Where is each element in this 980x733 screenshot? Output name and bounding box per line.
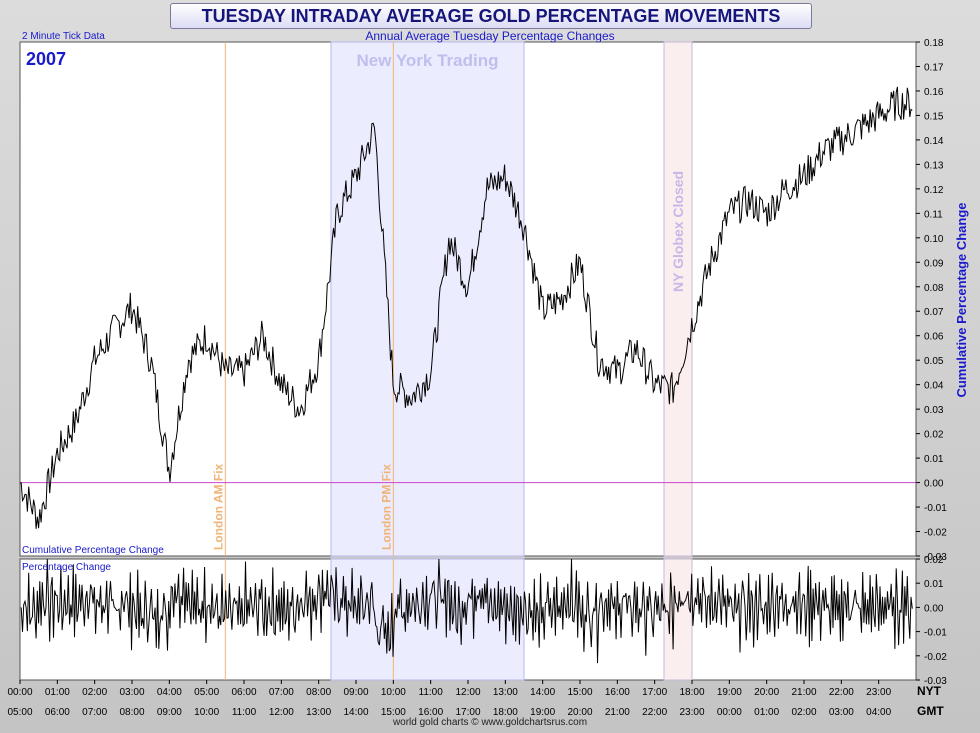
x-tick-label-nyt: 16:00 — [605, 687, 630, 698]
tick-note: 2 Minute Tick Data — [22, 31, 105, 42]
x-tick-label-gmt: 12:00 — [269, 707, 294, 718]
x-tick-label-nyt: 05:00 — [194, 687, 219, 698]
y-tick-label: 0.05 — [924, 356, 944, 367]
y-tick-label: 0.13 — [924, 160, 944, 171]
y-tick-label: 0.06 — [924, 332, 944, 343]
x-tick-label-gmt: 19:00 — [530, 707, 555, 718]
x-tick-label-nyt: 11:00 — [419, 687, 444, 698]
new-york-trading-label: New York Trading — [356, 51, 498, 70]
y-tick-label: -0.02 — [924, 652, 947, 663]
x-tick-label-gmt: 06:00 — [45, 707, 70, 718]
x-tick-label-nyt: 15:00 — [567, 687, 592, 698]
x-tick-label-nyt: 06:00 — [231, 687, 256, 698]
year-label: 2007 — [26, 49, 67, 69]
y-tick-label: 0.18 — [924, 38, 944, 49]
london-am-fix-label: London AM Fix — [211, 463, 225, 550]
x-tick-label-gmt: 21:00 — [605, 707, 630, 718]
x-tick-label-gmt: 23:00 — [679, 707, 704, 718]
x-tick-label-gmt: 17:00 — [455, 707, 480, 718]
x-tick-label-nyt: 00:00 — [7, 687, 32, 698]
x-tick-label-nyt: 21:00 — [791, 687, 816, 698]
y-tick-label: 0.01 — [924, 579, 944, 590]
chart-title: TUESDAY INTRADAY AVERAGE GOLD PERCENTAGE… — [201, 6, 781, 26]
x-tick-label-gmt: 18:00 — [493, 707, 518, 718]
new-york-band-cumulative — [330, 41, 525, 557]
y-tick-label: 0.09 — [924, 258, 944, 269]
gmt-label: GMT — [917, 704, 944, 718]
x-tick-label-gmt: 14:00 — [343, 707, 368, 718]
nyt-label: NYT — [917, 684, 942, 698]
x-tick-label-nyt: 17:00 — [642, 687, 667, 698]
y-tick-label: 0.08 — [924, 283, 944, 294]
y-tick-label: -0.02 — [924, 528, 947, 539]
x-tick-label-nyt: 03:00 — [119, 687, 144, 698]
y-tick-label: 0.12 — [924, 185, 944, 196]
x-tick-label-gmt: 07:00 — [82, 707, 107, 718]
london-pm-fix-label: London PM Fix — [379, 464, 393, 550]
x-tick-label-nyt: 07:00 — [269, 687, 294, 698]
x-tick-label-nyt: 14:00 — [530, 687, 555, 698]
x-tick-label-gmt: 01:00 — [754, 707, 779, 718]
globex-closed-label: NY Globex Closed — [670, 171, 686, 292]
x-tick-label-nyt: 09:00 — [343, 687, 368, 698]
percentage-series-line — [20, 558, 913, 664]
x-tick-label-gmt: 10:00 — [194, 707, 219, 718]
y-tick-label: 0.07 — [924, 307, 944, 318]
percentage-panel-label: Percentage Change — [22, 562, 111, 573]
y-tick-label: 0.15 — [924, 111, 944, 122]
x-tick-label-nyt: 22:00 — [829, 687, 854, 698]
y-tick-label: 0.16 — [924, 87, 944, 98]
x-tick-label-gmt: 08:00 — [119, 707, 144, 718]
y-tick-label: 0.02 — [924, 555, 944, 566]
x-tick-label-gmt: 22:00 — [642, 707, 667, 718]
y-tick-label: 0.01 — [924, 454, 944, 465]
y-tick-label: 0.02 — [924, 430, 944, 441]
cumulative-series-line — [20, 86, 913, 529]
y-tick-label: -0.03 — [924, 676, 947, 687]
x-tick-label-nyt: 12:00 — [455, 687, 480, 698]
x-tick-label-gmt: 16:00 — [418, 707, 443, 718]
x-tick-label-nyt: 18:00 — [679, 687, 704, 698]
y-tick-label: 0.04 — [924, 381, 944, 392]
x-tick-label-gmt: 03:00 — [829, 707, 854, 718]
y-tick-label: -0.01 — [924, 503, 947, 514]
x-tick-label-gmt: 09:00 — [157, 707, 182, 718]
x-tick-label-gmt: 02:00 — [791, 707, 816, 718]
x-tick-label-gmt: 04:00 — [866, 707, 891, 718]
y-tick-label: 0.03 — [924, 405, 944, 416]
x-tick-label-nyt: 01:00 — [45, 687, 70, 698]
x-tick-label-nyt: 10:00 — [381, 687, 406, 698]
x-tick-label-nyt: 23:00 — [866, 687, 891, 698]
x-tick-label-gmt: 11:00 — [232, 707, 257, 718]
y-tick-label: 0.14 — [924, 136, 944, 147]
y-tick-label: 0.10 — [924, 234, 944, 245]
x-tick-label-gmt: 00:00 — [717, 707, 742, 718]
x-tick-label-gmt: 15:00 — [381, 707, 406, 718]
y-tick-label: -0.01 — [924, 628, 947, 639]
y-tick-label: 0.00 — [924, 603, 944, 614]
y-tick-label: 0.00 — [924, 479, 944, 490]
x-tick-label-gmt: 13:00 — [306, 707, 331, 718]
chart-subtitle: Annual Average Tuesday Percentage Change… — [365, 29, 615, 43]
chart-title-box: TUESDAY INTRADAY AVERAGE GOLD PERCENTAGE… — [170, 3, 812, 29]
x-tick-label-nyt: 20:00 — [754, 687, 779, 698]
x-tick-label-nyt: 02:00 — [82, 687, 107, 698]
x-tick-label-nyt: 19:00 — [717, 687, 742, 698]
footer-credit: world gold charts © www.goldchartsrus.co… — [392, 717, 588, 728]
globex-band-cumulative — [663, 41, 693, 557]
cumulative-panel-label: Cumulative Percentage Change — [22, 545, 164, 556]
x-tick-label-nyt: 04:00 — [157, 687, 182, 698]
y-tick-label: 0.17 — [924, 62, 944, 73]
y-tick-label: -0.03 — [924, 552, 947, 563]
x-tick-label-gmt: 20:00 — [567, 707, 592, 718]
y-axis-title: Cumulative Percentage Change — [954, 202, 969, 397]
y-tick-label: 0.11 — [924, 209, 943, 220]
x-tick-label-nyt: 13:00 — [493, 687, 518, 698]
x-tick-label-gmt: 05:00 — [7, 707, 32, 718]
x-tick-label-nyt: 08:00 — [306, 687, 331, 698]
